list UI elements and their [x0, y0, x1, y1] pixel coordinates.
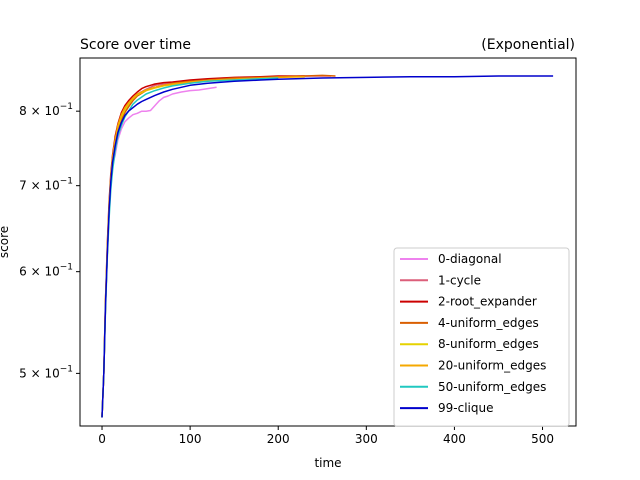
x-axis: 0 100 200 300 400 500	[98, 426, 554, 446]
legend-label-5: 20-uniform_edges	[438, 359, 546, 373]
x-tick-label: 500	[531, 432, 554, 446]
legend-label-4: 8-uniform_edges	[438, 337, 539, 351]
x-tick-label: 300	[355, 432, 378, 446]
x-axis-label: time	[314, 456, 341, 470]
y-tick-label: 8 × 10−1	[19, 102, 73, 118]
x-tick-label: 400	[443, 432, 466, 446]
plot-series-group	[101, 74, 554, 418]
y-tick-label: 7 × 10−1	[19, 177, 73, 193]
y-tick-label: 5 × 10−1	[19, 364, 73, 380]
legend-label-7: 99-clique	[438, 401, 493, 415]
plot-frame	[79, 57, 577, 427]
x-tick-label: 0	[98, 432, 106, 446]
chart-title-right: (Exponential)	[481, 37, 575, 53]
legend-label-6: 50-uniform_edges	[438, 380, 546, 394]
y-axis-label: score	[0, 226, 11, 258]
legend-label-2: 2-root_expander	[438, 295, 537, 309]
legend-label-3: 4-uniform_edges	[438, 316, 539, 330]
series-line-7	[101, 75, 554, 418]
chart-title-left: Score over time	[80, 37, 191, 53]
legend: 0-diagonal 1-cycle 2-root_expander 4-unifor…	[393, 247, 570, 427]
legend-box	[393, 247, 570, 427]
legend-label-0: 0-diagonal	[438, 252, 502, 266]
x-tick-label: 100	[179, 432, 202, 446]
y-tick-label: 6 × 10−1	[19, 263, 73, 279]
legend-label-1: 1-cycle	[438, 273, 481, 287]
y-axis: 5 × 10−1 6 × 10−1 7 × 10−1 8 × 10−1	[19, 102, 80, 380]
x-tick-label: 200	[267, 432, 290, 446]
